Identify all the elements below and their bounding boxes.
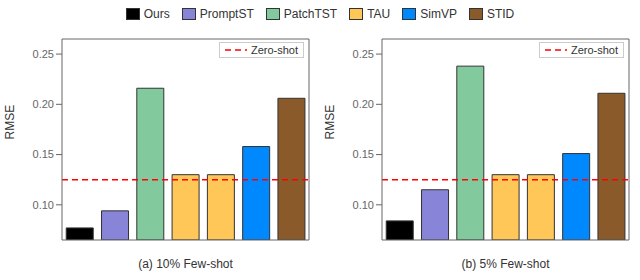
svg-text:RMSE: RMSE xyxy=(323,105,337,140)
html-text:TAU: TAU xyxy=(367,7,391,21)
svg-text:0.25: 0.25 xyxy=(33,48,54,60)
svg-text:0.10: 0.10 xyxy=(353,199,374,211)
svg-text:0.20: 0.20 xyxy=(33,98,54,110)
svg-text:0.25: 0.25 xyxy=(353,48,374,60)
svg-text:0.20: 0.20 xyxy=(353,98,374,110)
svg-text:0.10: 0.10 xyxy=(33,199,54,211)
html-text:SimVP: SimVP xyxy=(420,7,457,21)
svg-text:(b) 5% Few-shot: (b) 5% Few-shot xyxy=(461,257,550,271)
html-text:PatchTST: PatchTST xyxy=(283,7,338,21)
svg-text:0.15: 0.15 xyxy=(353,148,374,160)
html-text:Ours: Ours xyxy=(143,7,170,21)
html-text:PromptST: PromptST xyxy=(199,7,254,21)
html-text:Zero-shot: Zero-shot xyxy=(570,44,618,56)
html-text:STID: STID xyxy=(486,7,515,21)
svg-text:(a) 10% Few-shot: (a) 10% Few-shot xyxy=(138,257,233,271)
svg-text:RMSE: RMSE xyxy=(8,105,17,140)
svg-text:0.15: 0.15 xyxy=(33,148,54,160)
html-text:Zero-shot: Zero-shot xyxy=(250,44,298,56)
